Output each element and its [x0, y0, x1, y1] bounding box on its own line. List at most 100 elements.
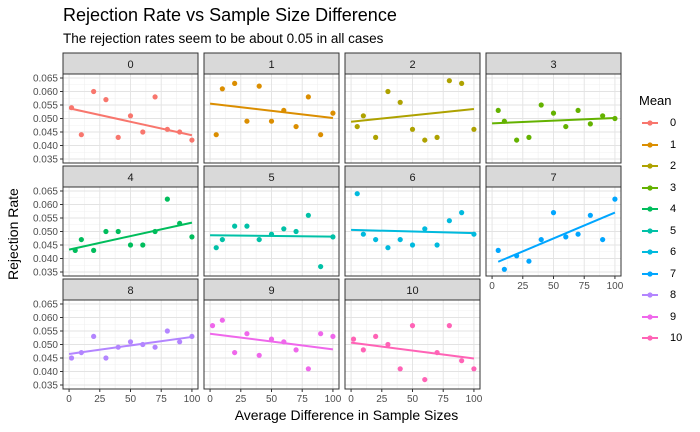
legend-item-9: 9 [639, 308, 699, 330]
data-point-8-0 [68, 355, 75, 361]
data-point-10-10 [471, 366, 477, 372]
facet-strip-label: 5 [268, 172, 274, 184]
y-tick-label: 0.055 [33, 214, 58, 225]
data-point-3-9 [600, 113, 606, 119]
legend-key-icon [642, 206, 658, 212]
trend-line-8 [68, 335, 193, 355]
data-point-6-5 [409, 242, 416, 248]
x-tick-label: 50 [548, 281, 560, 292]
y-tick-label: 0.045 [33, 127, 58, 138]
data-point-6-9 [459, 210, 465, 216]
data-point-7-1 [501, 266, 507, 272]
y-tick-label: 0.065 [33, 187, 58, 198]
y-tick-label: 0.040 [33, 254, 58, 265]
x-tick-label: 0 [207, 394, 213, 405]
data-point-5-1 [219, 236, 225, 243]
data-point-3-6 [563, 123, 569, 130]
data-point-5-3 [244, 223, 250, 229]
data-point-7-5 [550, 210, 557, 216]
y-tick-label: 0.040 [33, 141, 58, 152]
data-point-6-7 [434, 242, 440, 248]
legend-item-2: 2 [639, 157, 699, 179]
data-point-4-5 [127, 242, 134, 248]
y-tick-label: 0.035 [33, 154, 58, 165]
facet-strip-label: 7 [550, 172, 556, 184]
data-point-1-7 [293, 123, 299, 130]
legend-label: 9 [670, 310, 677, 323]
trend-line-1 [209, 102, 334, 119]
data-point-9-7 [293, 347, 299, 353]
legend-label: 6 [670, 246, 677, 258]
data-point-10-5 [409, 323, 416, 329]
data-point-9-2 [232, 349, 238, 356]
facet-panel-5: 5 [203, 165, 340, 277]
y-tick-label: 0.065 [33, 74, 58, 85]
legend-label: 2 [670, 160, 677, 172]
trend-line-0 [68, 107, 193, 137]
legend-key-point [647, 206, 653, 212]
data-point-2-3 [385, 88, 391, 95]
legend: Mean 0 1 2 3 4 5 6 7 8 9 10 [639, 93, 699, 351]
data-point-3-0 [495, 107, 501, 114]
facet-panel-4: 4 0.035 0.040 0.045 0.050 0.055 0.060 0.065 [33, 165, 199, 278]
x-tick-label: 100 [607, 281, 624, 292]
x-tick-label: 25 [94, 394, 106, 405]
legend-key-point [647, 120, 653, 126]
data-point-6-6 [422, 226, 428, 232]
data-point-8-9 [177, 339, 183, 345]
legend-key-icon [642, 120, 658, 126]
trend-line-2 [350, 108, 475, 123]
data-point-6-0 [354, 191, 360, 197]
data-point-9-4 [256, 352, 262, 358]
legend-item-1: 1 [639, 136, 699, 158]
data-point-10-3 [385, 341, 391, 348]
data-point-5-7 [293, 228, 299, 235]
data-point-7-10 [612, 196, 618, 202]
data-point-7-3 [526, 258, 532, 264]
data-point-5-8 [305, 212, 311, 218]
trend-line-10 [350, 341, 475, 360]
data-point-5-0 [213, 245, 219, 251]
panel-border [344, 186, 481, 277]
data-point-1-8 [305, 94, 311, 100]
x-tick-label: 0 [348, 394, 354, 405]
data-point-9-3 [244, 331, 250, 337]
data-point-6-3 [385, 245, 391, 251]
legend-title: Mean [639, 93, 672, 108]
legend-item-4: 4 [639, 200, 699, 222]
facet-strip-label: 0 [127, 59, 133, 71]
legend-key-point [647, 249, 653, 255]
y-tick-label: 0.045 [33, 240, 58, 251]
data-point-0-1 [78, 132, 84, 138]
data-point-1-9 [318, 132, 324, 138]
legend-key-icon [642, 270, 658, 277]
facet-panel-3: 3 [485, 52, 622, 164]
y-tick-label: 0.060 [33, 313, 58, 324]
legend-label: 1 [670, 138, 677, 151]
data-point-0-10 [189, 137, 195, 143]
data-point-3-7 [575, 107, 581, 114]
legend-key-point [647, 270, 653, 277]
legend-label: 0 [670, 117, 677, 129]
legend-item-5: 5 [639, 222, 699, 244]
data-point-10-4 [397, 366, 403, 372]
facet-panel-2: 2 [344, 52, 481, 164]
legend-label: 3 [670, 181, 677, 194]
y-tick-label: 0.065 [33, 300, 58, 311]
data-point-7-7 [575, 231, 581, 237]
data-point-8-2 [91, 333, 97, 340]
facet-panel-6: 6 [344, 165, 481, 277]
y-tick-label: 0.055 [33, 327, 58, 338]
data-point-1-10 [330, 110, 336, 116]
trend-line-4 [68, 221, 193, 251]
data-point-0-2 [91, 88, 97, 95]
data-point-1-5 [268, 118, 275, 124]
y-tick-label: 0.050 [33, 227, 58, 238]
data-point-2-10 [471, 126, 477, 132]
chart-subtitle: The rejection rates seem to be about 0.0… [63, 31, 384, 46]
legend-key-point [647, 227, 653, 234]
data-point-5-4 [256, 236, 262, 243]
x-tick-label: 50 [125, 394, 137, 405]
x-tick-label: 25 [235, 394, 247, 405]
